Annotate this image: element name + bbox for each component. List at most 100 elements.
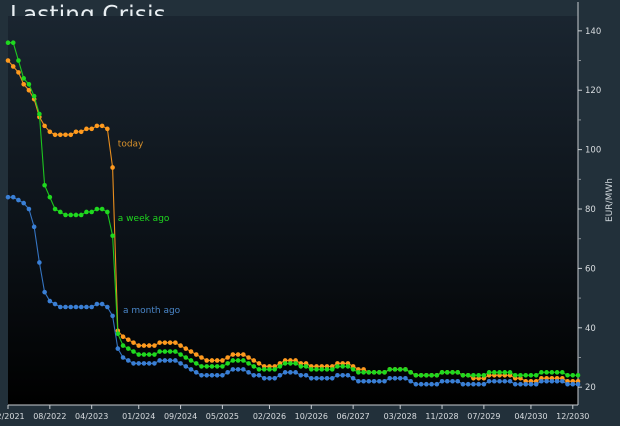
data-point	[256, 361, 262, 366]
data-point	[5, 40, 11, 46]
data-point	[518, 381, 523, 387]
y-tick-label: 40	[585, 324, 596, 334]
data-point	[21, 76, 26, 81]
data-point	[26, 87, 32, 93]
data-point	[376, 370, 382, 375]
data-point	[314, 367, 319, 372]
data-point	[68, 132, 74, 138]
data-point	[5, 58, 11, 63]
data-point	[565, 381, 570, 387]
data-point	[162, 340, 168, 345]
series-layer	[5, 40, 581, 387]
data-point	[418, 381, 424, 387]
data-point	[539, 378, 544, 384]
y-tick-label: 60	[585, 264, 596, 274]
data-point	[261, 367, 267, 372]
data-point	[444, 370, 450, 375]
data-point	[361, 370, 366, 375]
y-axis-title: EUR/MWh	[605, 178, 615, 222]
data-point	[110, 313, 115, 319]
data-point	[288, 361, 293, 366]
data-point	[267, 375, 272, 381]
data-point	[450, 378, 455, 384]
data-point	[183, 364, 189, 369]
y-tick-label: 140	[585, 27, 601, 37]
x-tick-label: 09/2024	[164, 412, 197, 421]
data-point	[52, 301, 58, 307]
data-point	[204, 373, 210, 378]
data-point	[340, 373, 345, 378]
data-point	[497, 378, 502, 384]
data-point	[199, 355, 204, 360]
data-point	[141, 343, 147, 348]
data-point	[209, 358, 215, 363]
data-point	[403, 375, 408, 381]
data-point	[544, 370, 549, 375]
data-point	[319, 367, 325, 372]
data-point	[533, 381, 539, 387]
data-point	[10, 194, 16, 200]
data-point	[392, 367, 398, 372]
data-point	[439, 370, 445, 375]
data-point	[47, 194, 53, 200]
data-point	[272, 367, 278, 372]
data-point	[183, 346, 189, 351]
data-point	[68, 304, 74, 310]
x-tick-label: 04/2023	[75, 412, 108, 421]
data-point	[209, 373, 215, 378]
data-point	[350, 375, 356, 381]
data-point	[528, 373, 534, 378]
data-point	[518, 373, 523, 378]
data-point	[502, 378, 508, 384]
data-point	[73, 304, 79, 310]
x-tick-label: 03/2028	[384, 412, 417, 421]
data-point	[329, 367, 335, 372]
data-point	[162, 349, 168, 354]
data-point	[481, 373, 487, 378]
data-point	[10, 64, 16, 69]
data-point	[73, 212, 79, 218]
data-point	[523, 381, 529, 387]
data-point	[366, 378, 372, 384]
data-point	[324, 375, 330, 381]
data-point	[387, 375, 393, 381]
y-tick-label: 20	[585, 383, 596, 393]
x-tick-label: 07/2029	[467, 412, 500, 421]
data-point	[335, 373, 340, 378]
data-point	[141, 361, 147, 366]
data-point	[120, 355, 126, 360]
data-point	[471, 373, 476, 378]
data-point	[544, 378, 549, 384]
data-point	[450, 370, 455, 375]
axes-layer: 20 40 60 80 100 120 140 12/2021 08/2022 04/2023 01…	[0, 2, 601, 421]
data-point	[42, 182, 47, 188]
data-point	[324, 367, 330, 372]
data-point	[141, 352, 147, 357]
x-tick-label: 02/2026	[253, 412, 286, 421]
data-point	[183, 355, 189, 360]
data-point	[105, 126, 110, 132]
data-point	[68, 212, 74, 218]
data-point	[350, 367, 356, 372]
data-point	[256, 373, 262, 378]
data-point	[63, 304, 68, 310]
series-annotation: today	[118, 140, 144, 150]
data-point	[52, 206, 58, 212]
data-point	[214, 358, 220, 363]
data-point	[376, 378, 382, 384]
data-point	[99, 301, 105, 307]
data-point	[16, 197, 21, 203]
data-point	[246, 355, 251, 360]
data-point	[486, 370, 492, 375]
data-point	[146, 352, 152, 357]
data-point	[84, 209, 89, 215]
x-tick-label: 05/2025	[206, 412, 239, 421]
data-point	[282, 370, 288, 375]
data-point	[157, 358, 162, 363]
data-point	[136, 343, 142, 348]
data-point	[413, 381, 419, 387]
data-point	[78, 129, 84, 135]
data-point	[397, 367, 403, 372]
data-point	[371, 378, 377, 384]
